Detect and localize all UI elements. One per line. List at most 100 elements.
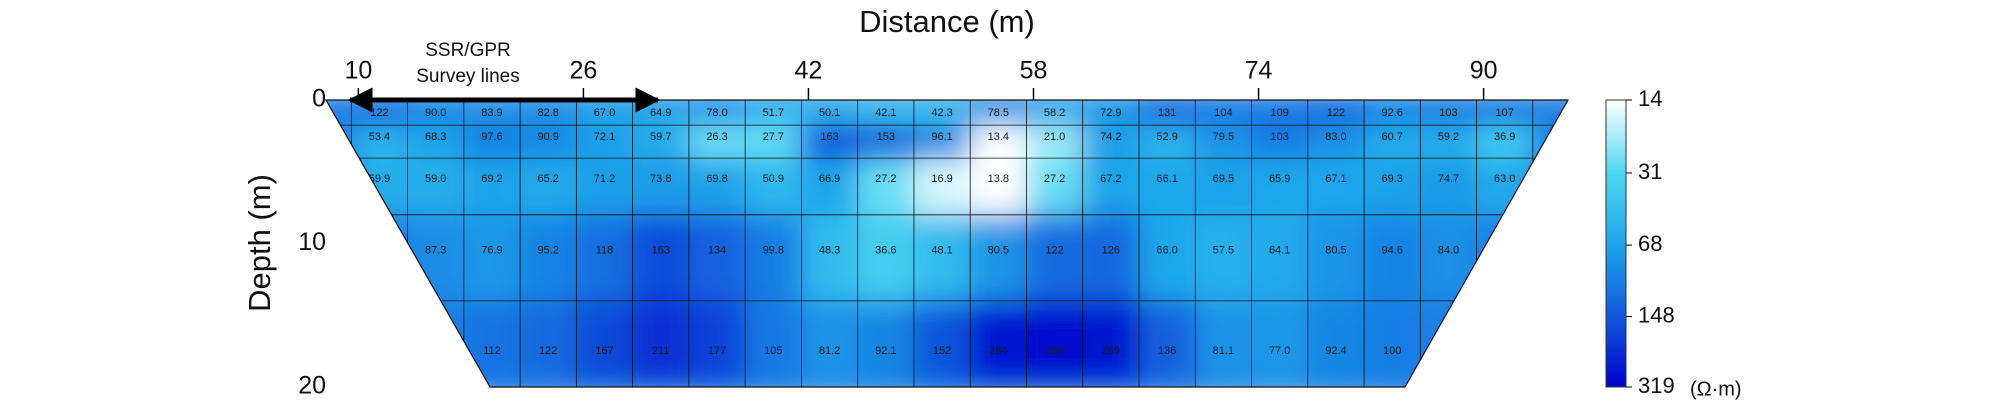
cell [351,125,409,159]
colorbar [1605,99,1627,388]
cell-label: 99.8 [763,245,784,257]
cell-label: 65.9 [1269,173,1290,185]
cell-label: 76.9 [481,245,502,257]
cell [688,158,746,216]
cell-label: 153 [877,131,895,143]
cell [745,100,802,126]
cell-label: 27.2 [1044,173,1065,185]
cell-label: 90.9 [538,131,559,143]
cell-label: 109 [1270,107,1288,119]
cell-label: 68.3 [425,131,446,143]
cell [576,125,634,159]
cell [1307,100,1365,126]
cell [1082,300,1140,387]
cell [970,100,1027,126]
cell [1082,214,1140,302]
cell-label: 67.1 [1325,173,1346,185]
cell-label: 59.2 [1438,131,1459,143]
cell [1251,158,1309,216]
cell-label: 95.2 [538,245,559,257]
cell-label: 92.1 [875,345,896,357]
cell [1420,125,1478,159]
x-tick-label: 58 [1020,57,1048,85]
cell-label: 42.3 [931,107,952,119]
cell-label: 64.9 [650,107,671,119]
cell [1307,158,1365,216]
section: 122 90.0 83.9 82.8 67.0 64.9 78.0 51.7 50.1 42.1 4… [326,100,1568,387]
cell-label: 72.1 [594,131,615,143]
x-tick-label: 90 [1470,57,1498,85]
cell [1476,100,1534,126]
cell-label: 51.7 [763,107,784,119]
cell-label: 105 [764,345,782,357]
cell [913,100,971,126]
cell-label: 36.9 [1494,131,1515,143]
cell [1082,100,1140,126]
cell [1195,214,1253,302]
cell-label: 13.4 [988,131,1009,143]
cell [520,125,577,159]
cell [970,125,1027,159]
cell [1251,300,1309,387]
cell [463,214,521,302]
cell [1195,125,1253,159]
cell [1251,125,1309,159]
cell-label: 103 [1270,131,1288,143]
cell-label: 67.0 [594,107,615,119]
cell-label: 78.5 [988,107,1009,119]
cell [463,158,521,216]
cell [745,125,802,159]
cell [1364,300,1421,387]
cell-label: 79.5 [1213,131,1234,143]
cell [801,158,859,216]
cell [688,214,746,302]
colorbar-tick-label: 319 [1638,373,1675,398]
cell [1138,214,1196,302]
cell-label: 81.1 [1213,345,1234,357]
cell [1420,214,1478,302]
cell-label: 36.6 [875,245,896,257]
cell-label: 211 [652,345,670,357]
cell-label: 74.7 [1438,173,1459,185]
cell-label: 42.1 [875,107,896,119]
cell [913,300,971,387]
cell [1307,214,1365,302]
y-axis-title: Depth (m) [242,174,277,312]
cell-label: 78.0 [706,107,727,119]
cell-label: 285 [1045,345,1063,357]
cell-label: 163 [820,131,838,143]
cell-label: 69.3 [1381,173,1402,185]
cell-label: 122 [539,345,557,357]
cell-label: 60.7 [1381,131,1402,143]
cell [576,158,634,216]
cell-label: 83.0 [1325,131,1346,143]
cell-label: 264 [989,345,1007,357]
cell-label: 74.2 [1100,131,1121,143]
colorbar-tick-label: 148 [1638,302,1675,327]
x-tick-label: 74 [1245,57,1273,85]
cell [688,125,746,159]
cell-label: 65.2 [538,173,559,185]
x-tick-label: 10 [344,57,372,85]
cell [857,125,915,159]
cell [351,158,409,216]
annotation: Survey lines [416,66,520,87]
cell-label: 100 [1383,345,1401,357]
cell [913,214,971,302]
cell-label: 112 [483,345,501,357]
cell-label: 152 [933,345,951,357]
cell-label: 52.9 [1156,131,1177,143]
cell-label: 57.5 [1213,245,1234,257]
cell-label: 48.3 [819,245,840,257]
cell-label: 81.2 [819,345,840,357]
cell [1420,100,1478,126]
cell [1364,100,1421,126]
cell [1026,125,1084,159]
cell-label: 69.5 [1213,173,1234,185]
annotation: SSR/GPR [425,40,511,61]
cell-label: 92.4 [1325,345,1346,357]
grid [326,100,1568,387]
cell [1138,125,1196,159]
cell-label: 269 [1102,345,1120,357]
x-tick-label: 26 [569,57,597,85]
